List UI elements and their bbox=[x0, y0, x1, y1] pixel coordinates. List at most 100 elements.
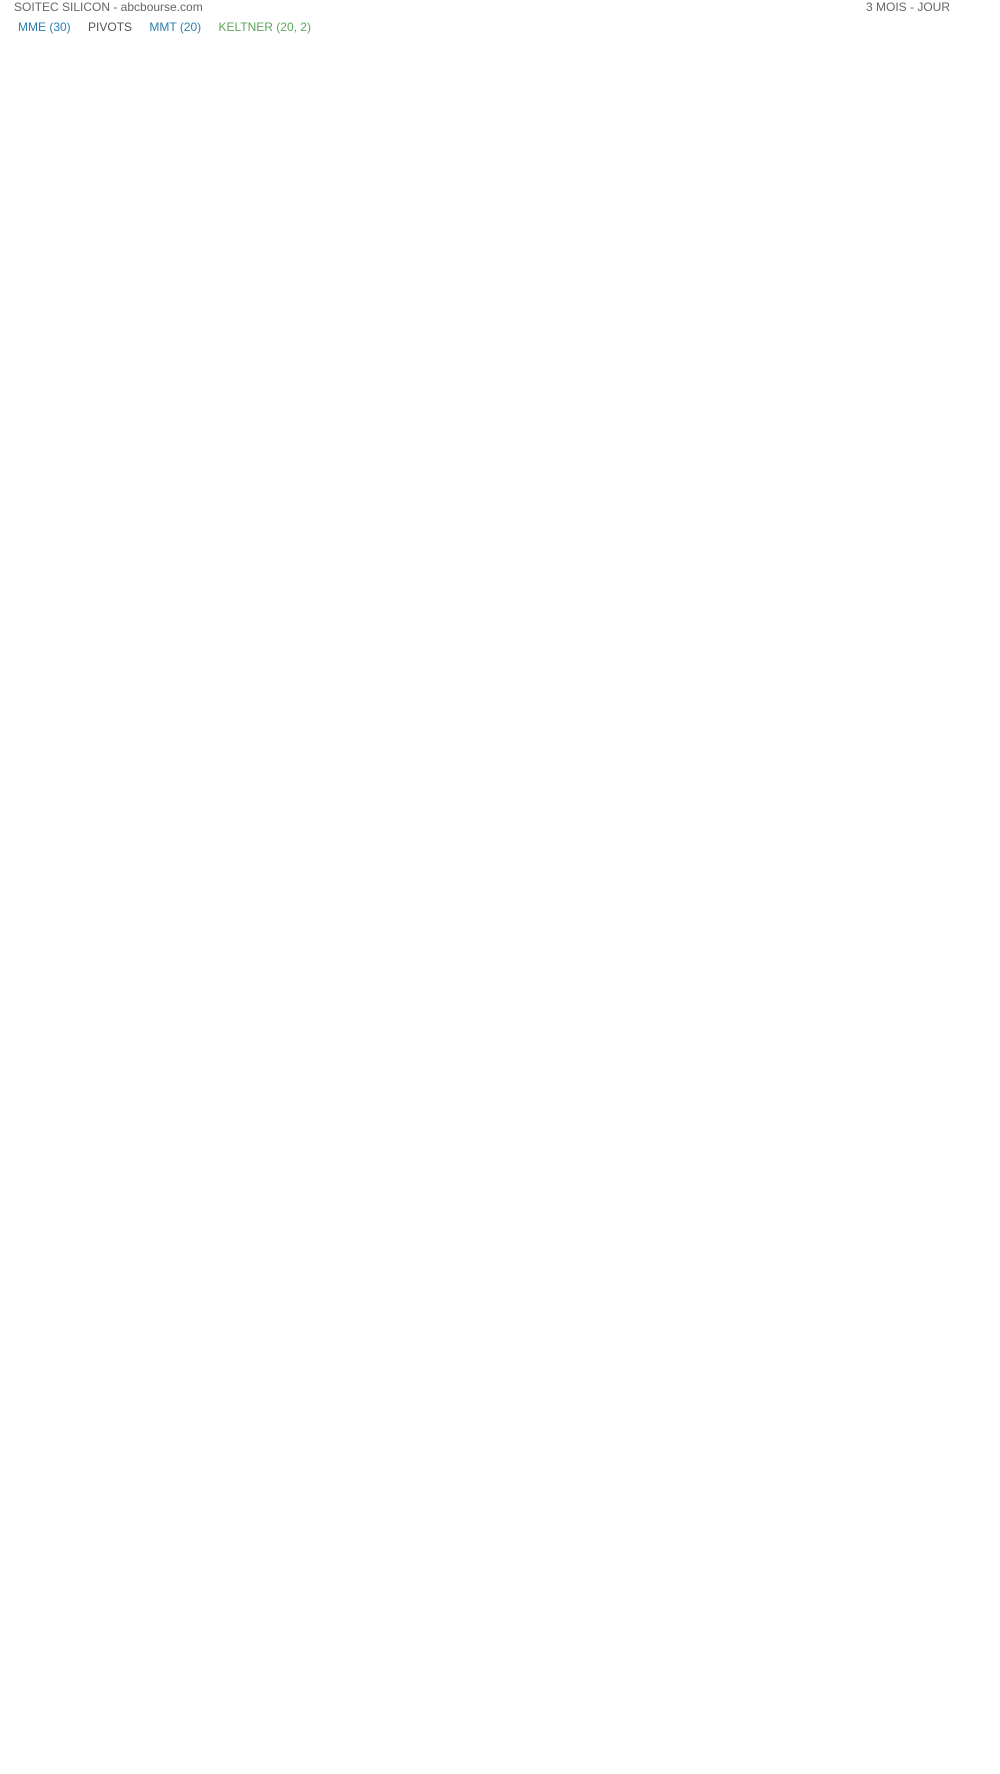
candle-body bbox=[93, 338, 104, 462]
candle-body bbox=[375, 324, 386, 366]
candle-body bbox=[516, 1181, 527, 1209]
y-tick-label: 189.0 bbox=[958, 688, 988, 702]
candle-body bbox=[36, 276, 48, 339]
pivot-label: 155.18 (78.6%) bbox=[209, 1257, 288, 1269]
candle-body bbox=[910, 1490, 922, 1678]
pivot-label: 136.55 (23.6%) bbox=[209, 1574, 288, 1586]
y-tick-label: 198.0 bbox=[958, 535, 988, 549]
candle-body bbox=[925, 1522, 936, 1668]
y-tick-label: 162.0 bbox=[958, 1147, 988, 1161]
y-tick-label: 135.0 bbox=[958, 1606, 988, 1620]
candle-body bbox=[826, 1469, 838, 1536]
keltner-band bbox=[28, 56, 973, 1726]
candle-body bbox=[530, 1186, 541, 1196]
x-tick-label: 17/02 bbox=[697, 1758, 727, 1772]
candle-body bbox=[121, 361, 132, 394]
y-tick-label: 138.0 bbox=[958, 1555, 988, 1569]
x-tick-label: 14/01 bbox=[358, 1758, 388, 1772]
candle-body bbox=[79, 270, 90, 400]
pivot-label: 201.40 (78.6%) bbox=[14, 472, 93, 484]
legend-mme[interactable]: MME (30) bbox=[18, 20, 71, 34]
candle-body bbox=[191, 273, 203, 300]
candle-body bbox=[403, 397, 415, 455]
candle-body bbox=[346, 385, 358, 438]
trend-line bbox=[694, 1113, 915, 1434]
pivot-label: 174.82 (50.0%) bbox=[14, 923, 93, 935]
candle-body bbox=[487, 1119, 499, 1230]
y-tick-label: 216.0 bbox=[958, 229, 988, 243]
y-tick-label: 153.0 bbox=[958, 1300, 988, 1314]
y-tick-label: 213.0 bbox=[958, 280, 988, 294]
pivot-label: 221.28 (100.0%) bbox=[14, 134, 99, 146]
candle-body bbox=[572, 1130, 584, 1175]
candle-body bbox=[741, 1368, 753, 1410]
candle-body bbox=[713, 1344, 725, 1356]
y-tick-label: 141.0 bbox=[958, 1504, 988, 1518]
candle-body bbox=[304, 387, 316, 421]
candle-body bbox=[600, 1199, 612, 1281]
candle-body bbox=[755, 1456, 767, 1502]
candle-body bbox=[882, 1463, 894, 1498]
legend-mmt[interactable]: MMT (20) bbox=[149, 20, 202, 34]
candle-body bbox=[149, 310, 161, 353]
x-tick-label: 21/12 bbox=[105, 1758, 135, 1772]
legend-keltner[interactable]: KELTNER (20, 2) bbox=[218, 20, 311, 34]
pivot-label: 150.30 (23.6%) bbox=[14, 1340, 93, 1352]
candle-body bbox=[276, 297, 288, 360]
y-tick-label: 186.0 bbox=[958, 739, 988, 753]
y-tick-label: 174.0 bbox=[958, 943, 988, 957]
candle-body bbox=[459, 851, 471, 1158]
y-tick-label: 150.0 bbox=[958, 1351, 988, 1365]
candle-body bbox=[22, 263, 34, 312]
candle-body bbox=[657, 1225, 668, 1260]
legend-pivots[interactable]: PIVOTS bbox=[88, 20, 133, 34]
y-tick-label: 177.0 bbox=[958, 892, 988, 906]
candle-body bbox=[177, 276, 189, 319]
candle-body bbox=[318, 423, 330, 465]
candle-body bbox=[431, 440, 443, 893]
y-tick-label: 171.0 bbox=[958, 994, 988, 1008]
y-tick-label: 144.0 bbox=[958, 1453, 988, 1467]
candle-body bbox=[854, 1473, 866, 1498]
candle-body bbox=[967, 1469, 979, 1536]
candle-body bbox=[558, 1075, 570, 1170]
indicator-legend: MME (30) PIVOTS MMT (20) KELTNER (20, 2) bbox=[18, 20, 325, 34]
candle-body bbox=[868, 1483, 880, 1495]
y-tick-label: 195.0 bbox=[958, 586, 988, 600]
candle-body bbox=[163, 304, 175, 326]
candle-body bbox=[614, 1245, 626, 1293]
pivot-label: 183.35 (161.8%) bbox=[209, 778, 294, 790]
y-tick-label: 156.0 bbox=[958, 1249, 988, 1263]
candle-body bbox=[586, 1160, 598, 1237]
y-tick-label: 132.0 bbox=[958, 1657, 988, 1671]
mmt-20-line bbox=[27, 291, 974, 1526]
y-tick-label: 204.0 bbox=[958, 433, 988, 447]
candle-body bbox=[896, 1473, 908, 1512]
candle-body bbox=[473, 1004, 485, 1237]
candle-body bbox=[812, 1524, 823, 1527]
x-tick-label: 06/01 bbox=[274, 1758, 304, 1772]
x-tick-label: 29/12 bbox=[189, 1758, 219, 1772]
pivot-label: 145.49 (50.0%) bbox=[209, 1422, 288, 1434]
y-tick-label: 207.0 bbox=[958, 382, 988, 396]
period-label[interactable]: 3 MOIS - JOUR bbox=[865, 0, 950, 14]
y-tick-label: 129.0 bbox=[958, 1708, 988, 1722]
candle-body bbox=[206, 276, 217, 292]
pivot-label: 185.79 (61.8%) bbox=[14, 737, 93, 749]
candle-body bbox=[389, 372, 400, 431]
candle-body bbox=[727, 1351, 739, 1376]
candle-body bbox=[953, 1500, 964, 1556]
pivot-label: 141.50 (38.2%) bbox=[209, 1490, 288, 1502]
candle-body bbox=[628, 1232, 640, 1254]
candle-body bbox=[220, 273, 231, 288]
y-tick-label: 168.0 bbox=[958, 1045, 988, 1059]
candle-body bbox=[939, 1554, 950, 1617]
candle-body bbox=[65, 212, 76, 297]
y-tick-label: 165.0 bbox=[958, 1096, 988, 1110]
last-price-tag-text: 143.3 bbox=[957, 1465, 987, 1479]
candle-body bbox=[234, 293, 245, 298]
candle-body bbox=[135, 314, 147, 363]
high-price-tag-bg bbox=[953, 75, 991, 92]
low-price-tag-text: 127.1 bbox=[957, 1741, 987, 1755]
